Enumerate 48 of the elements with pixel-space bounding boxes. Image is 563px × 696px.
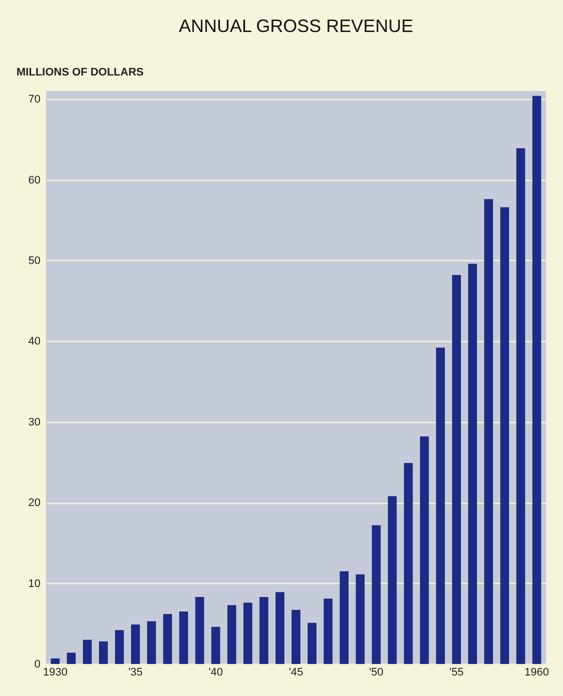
x-tick-label: 1930 — [42, 666, 68, 678]
bar — [50, 658, 60, 664]
y-tick-label: 50 — [28, 254, 40, 267]
chart-title: ANNUAL GROSS REVENUE — [178, 16, 414, 36]
bar — [516, 148, 526, 664]
x-tick-label: '45 — [288, 666, 304, 678]
bar — [372, 525, 381, 664]
bar — [436, 348, 445, 664]
bar — [500, 207, 510, 664]
bar — [115, 630, 124, 664]
y-tick-label: 20 — [28, 497, 40, 510]
x-tick-label: '40 — [208, 666, 223, 678]
bar — [292, 610, 300, 664]
bar — [468, 264, 477, 664]
x-tick-label: 1960 — [524, 666, 550, 678]
y-tick-label: 70 — [28, 94, 40, 106]
bar — [308, 622, 316, 664]
bar — [404, 463, 413, 664]
bar — [195, 597, 204, 664]
x-tick-label: '55 — [449, 666, 464, 678]
bar — [82, 640, 92, 664]
bar — [356, 574, 365, 664]
y-tick-label: 40 — [28, 336, 40, 348]
x-tick-label: '50 — [369, 666, 384, 678]
bar — [179, 612, 188, 664]
bar — [532, 96, 542, 664]
y-tick-label: 0 — [34, 658, 40, 670]
bar — [98, 641, 108, 664]
bar — [243, 602, 252, 664]
bar — [227, 605, 236, 664]
bar — [324, 598, 333, 664]
bar — [452, 275, 461, 664]
y-tick-label: 10 — [28, 578, 40, 590]
bar — [259, 597, 268, 664]
bar — [484, 199, 494, 664]
bar — [420, 436, 429, 664]
bar — [340, 571, 349, 664]
y-tick-label: 30 — [28, 416, 40, 428]
bar — [276, 592, 284, 664]
bar — [388, 496, 397, 664]
bar — [147, 621, 156, 664]
y-tick-label: 60 — [28, 174, 40, 186]
y-axis-title: MILLIONS OF DOLLARS — [16, 66, 144, 78]
bar — [131, 624, 140, 664]
bar — [163, 614, 172, 664]
bar — [66, 652, 76, 664]
bar — [211, 626, 220, 664]
x-tick-label: '35 — [128, 666, 143, 678]
